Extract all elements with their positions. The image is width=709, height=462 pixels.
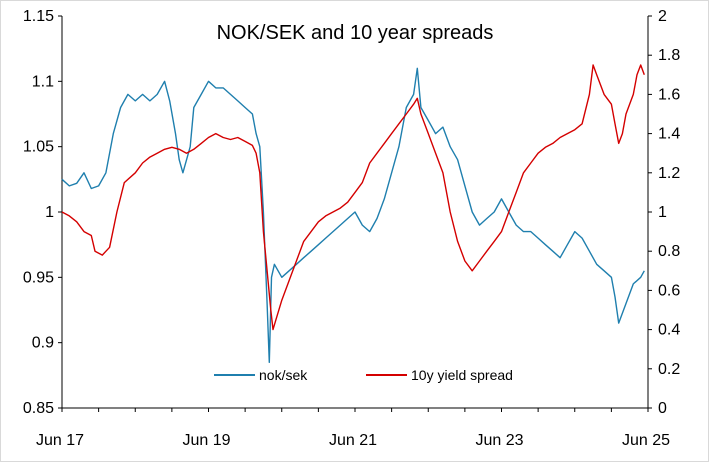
left-axis-ticks: 0.85 0.9 0.95 1 1.05 1.1 1.15 bbox=[23, 8, 62, 417]
x-tick-label: Jun 17 bbox=[36, 432, 84, 449]
right-tick-label: 0.8 bbox=[658, 243, 680, 260]
x-tick-label: Jun 23 bbox=[475, 432, 523, 449]
right-tick-label: 0 bbox=[658, 400, 667, 417]
right-tick-label: 1 bbox=[658, 204, 667, 221]
left-tick-label: 1.05 bbox=[23, 139, 54, 156]
right-tick-label: 1.8 bbox=[658, 47, 680, 64]
left-tick-label: 0.95 bbox=[23, 269, 54, 286]
right-tick-label: 1.6 bbox=[658, 86, 680, 103]
x-tick-label: Jun 19 bbox=[182, 432, 230, 449]
left-tick-label: 1.1 bbox=[32, 73, 54, 90]
left-tick-label: 1.15 bbox=[23, 8, 54, 25]
legend-label-yield-spread: 10y yield spread bbox=[411, 367, 513, 383]
series-group bbox=[61, 64, 645, 363]
right-tick-label: 2 bbox=[658, 8, 667, 25]
series-line-yield-spread bbox=[61, 64, 645, 331]
x-tick-label: Jun 25 bbox=[622, 432, 670, 449]
right-tick-label: 1.4 bbox=[658, 126, 680, 143]
left-tick-label: 1 bbox=[45, 204, 54, 221]
series-line-nok-sek bbox=[61, 67, 645, 363]
right-tick-label: 0.4 bbox=[658, 322, 680, 339]
x-tick-label: Jun 21 bbox=[329, 432, 377, 449]
legend: nok/sek 10y yield spread bbox=[214, 367, 513, 383]
right-tick-label: 1.2 bbox=[658, 165, 680, 182]
right-tick-label: 0.2 bbox=[658, 361, 680, 378]
x-axis-ticks: Jun 17 Jun 19 Jun 21 Jun 23 Jun 25 bbox=[36, 408, 670, 449]
chart-title: NOK/SEK and 10 year spreads bbox=[217, 22, 494, 44]
legend-label-nok-sek: nok/sek bbox=[259, 367, 308, 383]
left-tick-label: 0.9 bbox=[32, 335, 54, 352]
left-tick-label: 0.85 bbox=[23, 400, 54, 417]
right-axis-ticks: 0 0.2 0.4 0.6 0.8 1 1.2 1.4 1.6 1.8 2 bbox=[648, 8, 680, 417]
right-tick-label: 0.6 bbox=[658, 282, 680, 299]
